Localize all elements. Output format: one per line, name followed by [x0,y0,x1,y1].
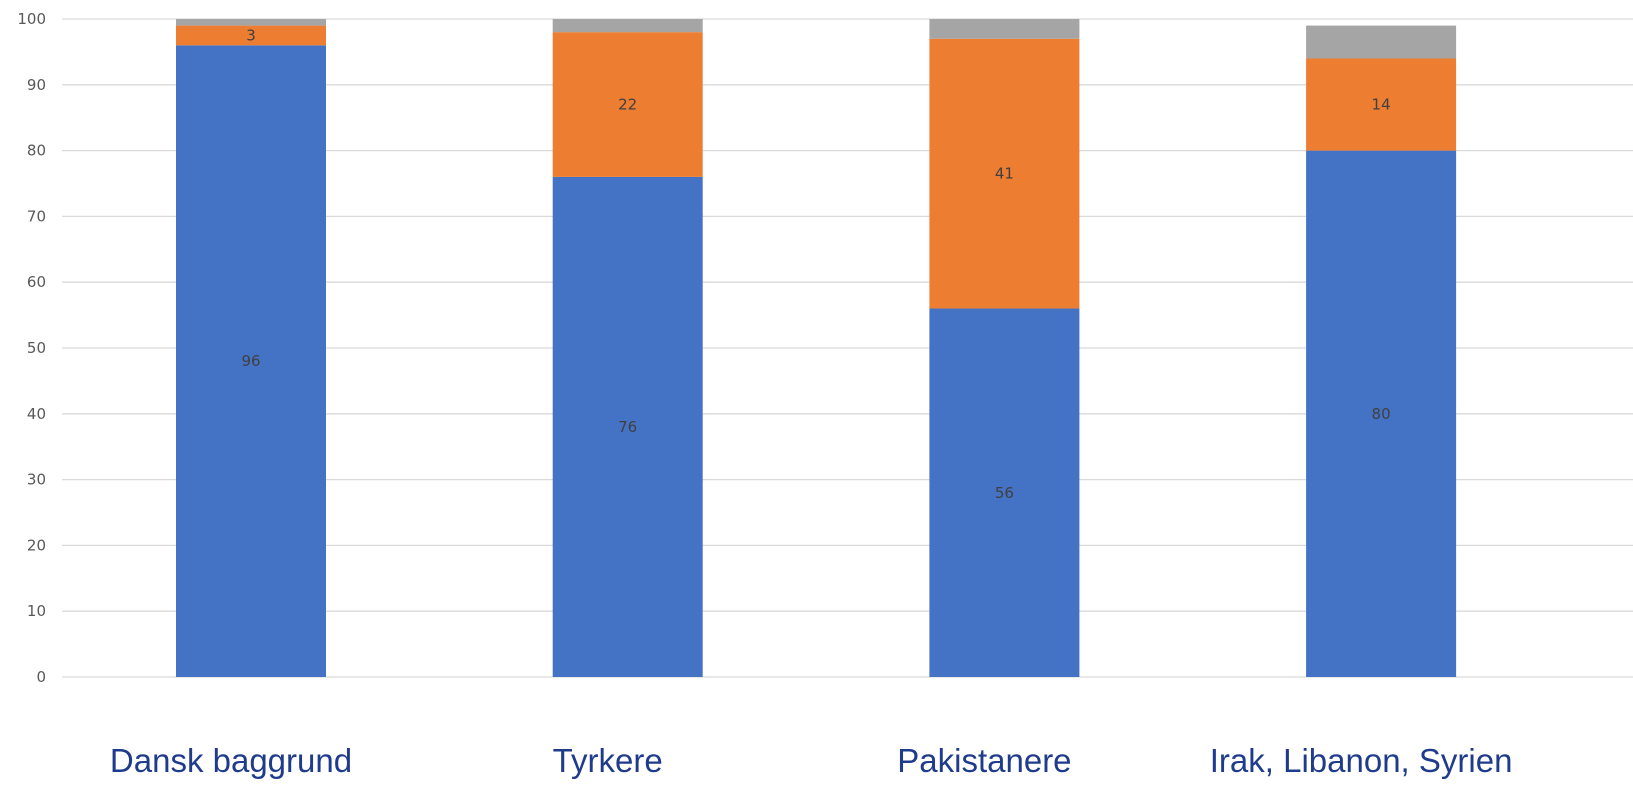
bar-segment [176,19,326,26]
data-label: 56 [995,484,1014,502]
y-tick-label: 40 [27,405,46,423]
bar-segment [929,308,1080,677]
bar-segment [929,38,1080,309]
y-tick-label: 70 [27,207,46,225]
bar-segment [1306,150,1457,678]
data-label: 22 [618,96,637,114]
y-tick-label: 90 [27,76,46,94]
y-axis-ticks: 0 10 20 30 40 50 60 70 80 90 100 [17,10,46,686]
data-label: 76 [618,418,637,436]
data-label: 41 [995,165,1014,183]
bar-segment [1306,58,1457,151]
category-label: Pakistanere [897,742,1071,779]
bar-segment [176,45,326,677]
bar-segment [552,176,703,678]
bar-segment [552,19,703,33]
y-tick-label: 10 [27,602,46,620]
y-tick-label: 0 [36,668,46,686]
y-tick-label: 100 [17,10,46,28]
bar-segment [1306,25,1457,59]
bar-segment [929,19,1080,39]
data-label: 14 [1372,96,1391,114]
bars [176,19,1457,678]
data-labels: 96 3 76 22 56 41 80 14 [241,26,1390,501]
y-tick-label: 60 [27,273,46,291]
y-tick-label: 80 [27,142,46,160]
y-tick-label: 50 [27,339,46,357]
category-label: Tyrkere [553,742,663,779]
bar-segment [552,32,703,177]
data-label: 96 [241,352,260,370]
bar-segment [176,25,326,46]
data-label: 80 [1372,405,1391,423]
category-labels: Dansk baggrund Tyrkere Pakistanere Irak, Li… [110,742,1513,779]
category-label: Irak, Libanon, Syrien [1210,742,1513,779]
category-label: Dansk baggrund [110,742,352,779]
data-label: 3 [246,26,256,44]
y-tick-label: 20 [27,536,46,554]
y-tick-label: 30 [27,471,46,489]
